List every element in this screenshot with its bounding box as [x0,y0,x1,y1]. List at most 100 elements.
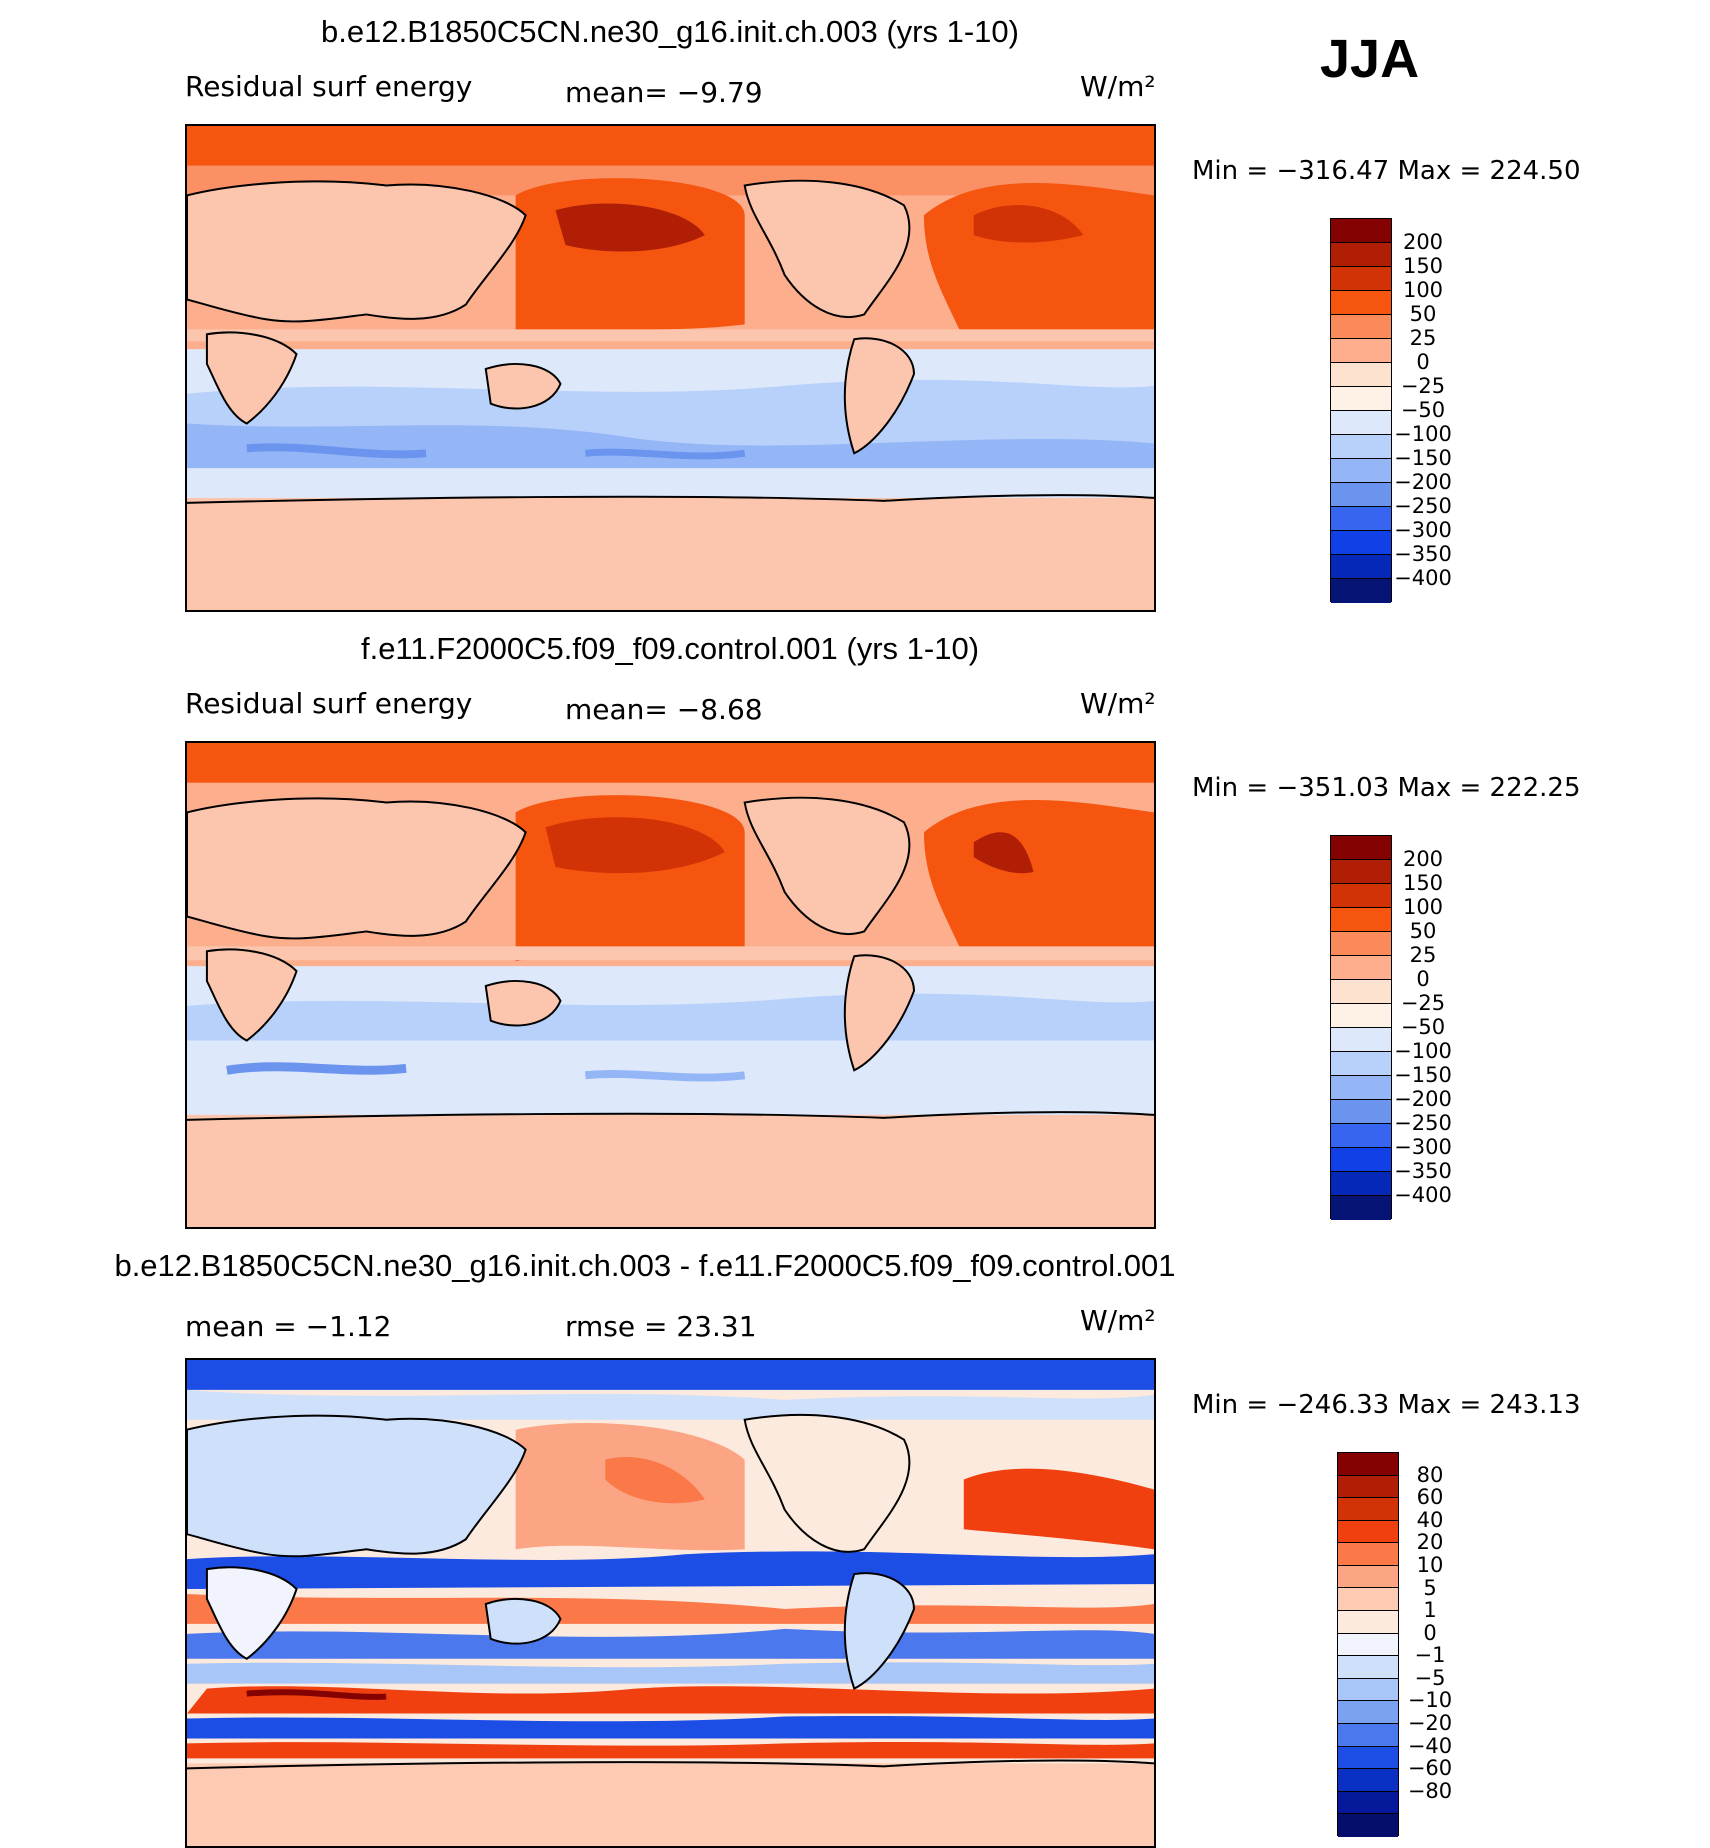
colorbar-tick-label: −250 [1394,1111,1452,1135]
colorbar-swatch [1338,1611,1398,1634]
colorbar-tick-label: 100 [1402,278,1444,302]
colorbar-swatch [1331,1052,1391,1076]
colorbar-swatch [1331,339,1391,363]
panel-title: b.e12.B1850C5CN.ne30_g16.init.ch.003 - f… [114,1248,1176,1283]
colorbar-swatch [1331,980,1391,1004]
colorbar-tick-label: 10 [1416,1552,1444,1577]
colorbar-swatch [1338,1701,1398,1724]
colorbar-swatch [1331,387,1391,411]
colorbar-tick-label: −50 [1400,1015,1446,1039]
colorbar-tick-label: 5 [1423,1575,1437,1600]
world-map [187,743,1154,1227]
colorbar-tick-label: −100 [1394,422,1452,446]
mean-label: mean= −8.68 [565,693,763,726]
panel-model-b: b.e12.B1850C5CN.ne30_g16.init.ch.003 (yr… [0,14,1710,614]
colorbar-tick-label: −100 [1394,1039,1452,1063]
world-map [187,1360,1154,1846]
colorbar-tick-label: −50 [1400,398,1446,422]
colorbar-swatch [1338,1475,1398,1499]
colorbar-swatch [1331,908,1391,932]
units-label: W/m² [1080,687,1156,720]
colorbar-swatch [1331,1172,1391,1196]
units-label: W/m² [1080,70,1156,103]
colorbar-swatch [1331,531,1391,555]
colorbar-tick-label: −400 [1394,566,1452,590]
map-panel [185,124,1156,612]
mean-label: mean= −9.79 [565,76,763,109]
colorbar-swatch [1331,956,1391,980]
map-panel [185,741,1156,1229]
panel-title: b.e12.B1850C5CN.ne30_g16.init.ch.003 (yr… [321,14,1019,49]
colorbar-swatch [1331,836,1391,860]
colorbar-tick-label: 25 [1409,943,1437,967]
colorbar-swatch [1331,243,1391,267]
colorbar-swatch [1331,1004,1391,1028]
colorbar-swatch [1331,435,1391,459]
colorbar [1337,1452,1399,1837]
colorbar-tick-label: 150 [1402,254,1444,278]
colorbar-swatch [1331,1100,1391,1124]
colorbar-swatch [1338,1678,1398,1702]
colorbar-tick-label: 60 [1416,1485,1444,1510]
colorbar-tick-label: −250 [1394,494,1452,518]
colorbar-tick-label: −20 [1407,1711,1453,1736]
colorbar-tick-label: −350 [1394,1159,1452,1183]
units-label: W/m² [1080,1304,1156,1337]
colorbar-swatch [1338,1769,1398,1792]
colorbar-tick-label: −1 [1414,1643,1446,1668]
mean-label: mean = −1.12 [185,1310,392,1343]
min-max-label: Min = −246.33 Max = 243.13 [1192,1390,1581,1420]
colorbar-tick-label: −25 [1400,374,1446,398]
map-panel [185,1358,1156,1848]
colorbar-tick-label: −80 [1407,1778,1453,1803]
colorbar-swatch [1338,1588,1398,1612]
colorbar-tick-label: −150 [1394,1063,1452,1087]
colorbar-swatch [1331,579,1391,603]
colorbar-swatch [1338,1498,1398,1521]
colorbar-swatch [1338,1723,1398,1747]
colorbar-swatch [1331,411,1391,435]
colorbar-swatch [1338,1633,1398,1657]
panel-difference: b.e12.B1850C5CN.ne30_g16.init.ch.003 - f… [0,1248,1710,1848]
colorbar-tick-label: −60 [1407,1756,1453,1781]
colorbar-swatch [1331,219,1391,243]
colorbar-swatch [1331,459,1391,483]
colorbar-tick-label: 0 [1423,1620,1437,1645]
colorbar-swatch [1331,884,1391,908]
colorbar-swatch [1331,555,1391,579]
min-max-label: Min = −351.03 Max = 222.25 [1192,773,1581,803]
colorbar-swatch [1331,291,1391,315]
colorbar-tick-label: −300 [1394,1135,1452,1159]
colorbar-tick-label: 0 [1416,967,1430,991]
colorbar [1330,835,1392,1220]
colorbar-tick-label: 25 [1409,326,1437,350]
variable-label: Residual surf energy [185,70,473,103]
colorbar-tick-label: 40 [1416,1507,1444,1532]
colorbar [1330,218,1392,603]
colorbar-tick-label: 200 [1402,230,1444,254]
colorbar-tick-label: −300 [1394,518,1452,542]
panel-title: f.e11.F2000C5.f09_f09.control.001 (yrs 1… [360,631,980,666]
colorbar-tick-label: 200 [1402,847,1444,871]
colorbar-tick-label: −150 [1394,446,1452,470]
colorbar-swatch [1338,1814,1398,1837]
colorbar-tick-label: 50 [1409,919,1437,943]
season-label: JJA [1320,29,1420,89]
colorbar-tick-label: −40 [1407,1733,1453,1758]
min-max-label: Min = −316.47 Max = 224.50 [1192,156,1581,186]
colorbar-tick-label: −400 [1394,1183,1452,1207]
colorbar-swatch [1331,267,1391,291]
colorbar-tick-label: −350 [1394,542,1452,566]
colorbar-swatch [1331,1028,1391,1052]
colorbar-swatch [1331,1196,1391,1220]
colorbar-tick-label: 0 [1416,350,1430,374]
colorbar-tick-label: −200 [1394,1087,1452,1111]
colorbar-swatch [1331,1124,1391,1148]
colorbar-tick-label: 80 [1416,1462,1444,1487]
colorbar-tick-label: −5 [1414,1665,1446,1690]
colorbar-tick-label: 100 [1402,895,1444,919]
colorbar-tick-label: 1 [1423,1598,1437,1623]
colorbar-swatch [1331,507,1391,531]
colorbar-tick-label: −25 [1400,991,1446,1015]
colorbar-swatch [1338,1520,1398,1544]
